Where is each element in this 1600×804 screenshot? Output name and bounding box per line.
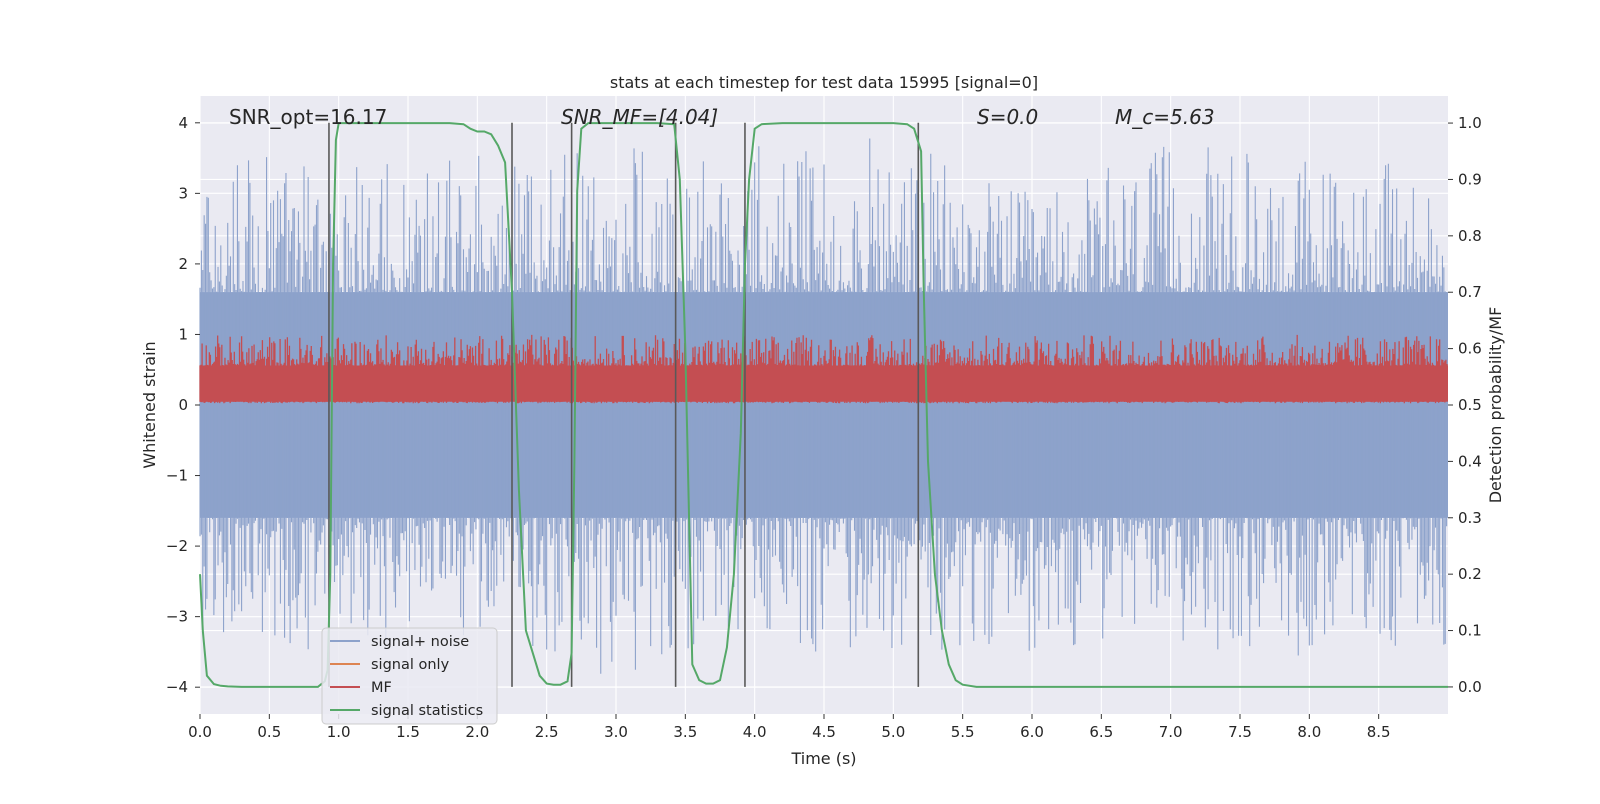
x-tick-label: 1.5: [396, 723, 420, 741]
legend-label-stat: signal statistics: [371, 703, 483, 719]
y-tick-label-left: 1: [178, 325, 188, 343]
x-axis-ticks: 0.0 0.5 1.0 1.5 2.0 2.5 3.0 3.5 4.0 4.5 5.0 5.5 6.0 6…: [188, 714, 1391, 741]
x-tick-label: 3.0: [604, 723, 628, 741]
y-tick-label-right: 0.6: [1458, 340, 1482, 358]
mf-band-spikes: [199, 334, 1448, 404]
legend-label-signal-only: signal only: [371, 657, 450, 673]
y-tick-label-left: 3: [178, 184, 188, 202]
y-axis-label-left: Whitened strain: [140, 341, 159, 468]
x-tick-label: 7.5: [1228, 723, 1252, 741]
y-tick-label-right: 0.3: [1458, 509, 1482, 527]
annotation-s-value: S=0.0: [977, 105, 1038, 129]
legend-label-noise: signal+ noise: [371, 634, 469, 650]
annotation-mc-value: M_c=5.63: [1115, 105, 1215, 129]
y-tick-label-right: 0.4: [1458, 452, 1482, 470]
x-tick-label: 4.5: [812, 723, 836, 741]
y-tick-label-right: 0.7: [1458, 283, 1482, 301]
x-tick-label: 3.5: [673, 723, 697, 741]
x-tick-label: 8.5: [1367, 723, 1391, 741]
x-tick-label: 0.0: [188, 723, 212, 741]
y-axis-label-right: Detection probability/MF: [1486, 307, 1505, 504]
y-tick-label-right: 0.1: [1458, 622, 1482, 640]
y-tick-label-right: 0.2: [1458, 565, 1482, 583]
y-tick-label-left: 2: [178, 255, 188, 273]
y-tick-label-left: −3: [166, 608, 188, 626]
y-tick-label-left: −2: [166, 537, 188, 555]
y-tick-label-left: 0: [178, 396, 188, 414]
legend-box: [321, 627, 498, 725]
x-axis-label: Time (s): [790, 749, 856, 768]
stat-line: [199, 122, 1448, 688]
x-tick-label: 2.5: [535, 723, 559, 741]
x-tick-label: 5.5: [951, 723, 975, 741]
x-tick-label: 6.0: [1020, 723, 1044, 741]
legend-label-mf: MF: [371, 680, 392, 696]
x-tick-label: 0.5: [257, 723, 281, 741]
x-tick-label: 4.0: [743, 723, 767, 741]
y-tick-label-left: −4: [166, 678, 188, 696]
annotation-snr-mf: SNR_MF=[4.04]: [561, 105, 718, 129]
event-markers: [328, 122, 920, 687]
y-axis-ticks-left: −4 −3 −2 −1 0 1 2 3 4: [166, 114, 200, 696]
x-tick-label: 5.0: [881, 723, 905, 741]
y-tick-label-right: 0.9: [1458, 170, 1482, 188]
x-tick-label: 1.0: [327, 723, 351, 741]
y-tick-label-left: −1: [166, 467, 188, 485]
y-tick-label-right: 0.5: [1458, 396, 1482, 414]
y-tick-label-right: 0.0: [1458, 678, 1482, 696]
x-tick-label: 2.0: [465, 723, 489, 741]
y-axis-ticks-right: 0.0 0.1 0.2 0.3 0.4 0.5 0.6 0.7 0.8 0.9 1.0: [1448, 114, 1482, 696]
legend: signal+ noise signal only MF signal stat…: [321, 627, 498, 725]
chart-title: stats at each timestep for test data 159…: [610, 73, 1038, 92]
y-tick-label-right: 1.0: [1458, 114, 1482, 132]
x-tick-label: 6.5: [1089, 723, 1113, 741]
annotation-snr-opt: SNR_opt=16.17: [229, 105, 387, 129]
y-tick-label-left: 4: [178, 114, 188, 132]
annotations: SNR_opt=16.17 SNR_MF=[4.04] S=0.0 M_c=5.…: [229, 105, 1215, 129]
y-tick-label-right: 0.8: [1458, 227, 1482, 245]
stat-series: [199, 122, 1448, 688]
x-tick-label: 8.0: [1297, 723, 1321, 741]
x-tick-label: 7.0: [1159, 723, 1183, 741]
